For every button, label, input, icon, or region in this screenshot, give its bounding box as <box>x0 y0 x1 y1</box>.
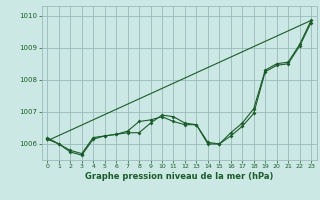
X-axis label: Graphe pression niveau de la mer (hPa): Graphe pression niveau de la mer (hPa) <box>85 172 273 181</box>
